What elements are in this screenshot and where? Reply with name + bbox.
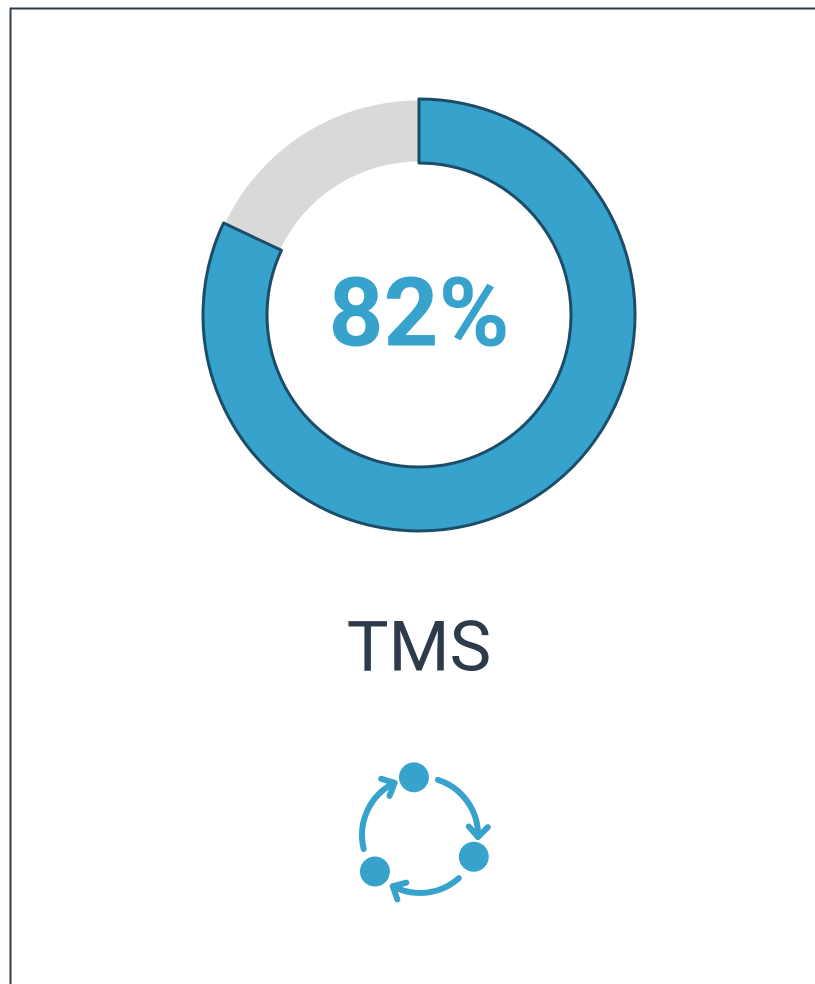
- center-value: 82%: [328, 257, 509, 369]
- icon-arrow: [359, 779, 398, 853]
- icon-arrowhead: [465, 823, 491, 841]
- card-title: TMS: [347, 606, 491, 688]
- donut-segment: [201, 97, 637, 533]
- sync-icon: [359, 762, 491, 903]
- icon-dot: [398, 762, 429, 793]
- icon-dot: [359, 856, 390, 887]
- icon-arrowhead: [378, 775, 398, 799]
- icon-arrow: [389, 875, 462, 896]
- icon-arrow: [434, 776, 481, 841]
- donut: [201, 97, 637, 533]
- icon-dot: [458, 841, 489, 872]
- icon-arrowhead: [389, 879, 410, 903]
